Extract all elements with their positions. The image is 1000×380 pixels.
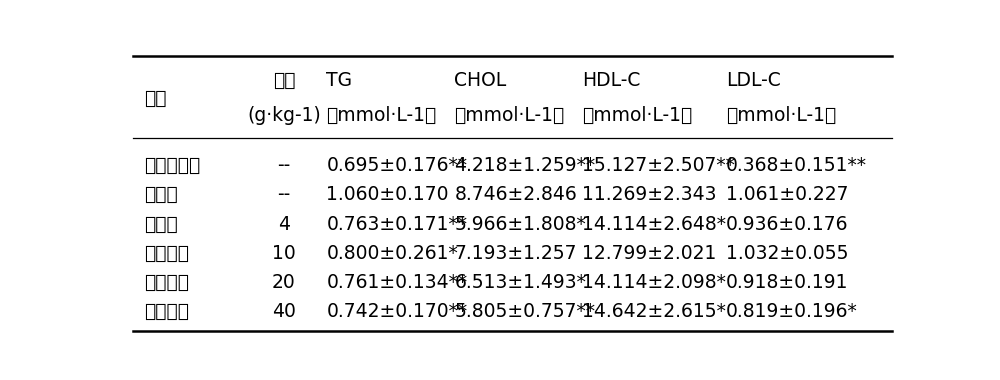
- Text: --: --: [277, 156, 290, 175]
- Text: （mmol·L-1）: （mmol·L-1）: [454, 106, 565, 125]
- Text: 0.695±0.176**: 0.695±0.176**: [326, 156, 468, 175]
- Text: 模型组: 模型组: [144, 185, 178, 204]
- Text: 7.193±1.257: 7.193±1.257: [454, 244, 577, 263]
- Text: 剂量: 剂量: [273, 71, 295, 90]
- Text: CHOL: CHOL: [454, 71, 507, 90]
- Text: 14.114±2.098*: 14.114±2.098*: [582, 273, 726, 292]
- Text: 0.368±0.151**: 0.368±0.151**: [726, 156, 867, 175]
- Text: 0.936±0.176: 0.936±0.176: [726, 215, 848, 234]
- Text: 5.805±0.757**: 5.805±0.757**: [454, 302, 595, 321]
- Text: 0.742±0.170**: 0.742±0.170**: [326, 302, 468, 321]
- Text: (g·kg-1): (g·kg-1): [247, 106, 321, 125]
- Text: HDL-C: HDL-C: [582, 71, 641, 90]
- Text: 4.218±1.259**: 4.218±1.259**: [454, 156, 596, 175]
- Text: 11.269±2.343: 11.269±2.343: [582, 185, 717, 204]
- Text: 阳性组: 阳性组: [144, 215, 178, 234]
- Text: 14.642±2.615*: 14.642±2.615*: [582, 302, 726, 321]
- Text: 15.127±2.507**: 15.127±2.507**: [582, 156, 735, 175]
- Text: LDL-C: LDL-C: [726, 71, 780, 90]
- Text: 0.763±0.171**: 0.763±0.171**: [326, 215, 468, 234]
- Text: 0.918±0.191: 0.918±0.191: [726, 273, 848, 292]
- Text: 0.819±0.196*: 0.819±0.196*: [726, 302, 857, 321]
- Text: TG: TG: [326, 71, 353, 90]
- Text: 0.800±0.261*: 0.800±0.261*: [326, 244, 458, 263]
- Text: 12.799±2.021: 12.799±2.021: [582, 244, 717, 263]
- Text: （mmol·L-1）: （mmol·L-1）: [726, 106, 836, 125]
- Text: 8.746±2.846: 8.746±2.846: [454, 185, 577, 204]
- Text: 5.966±1.808*: 5.966±1.808*: [454, 215, 586, 234]
- Text: 组别: 组别: [144, 89, 167, 108]
- Text: （mmol·L-1）: （mmol·L-1）: [326, 106, 437, 125]
- Text: 1.061±0.227: 1.061±0.227: [726, 185, 848, 204]
- Text: --: --: [277, 185, 290, 204]
- Text: 20: 20: [272, 273, 296, 292]
- Text: 正常对照组: 正常对照组: [144, 156, 201, 175]
- Text: 1.032±0.055: 1.032±0.055: [726, 244, 848, 263]
- Text: 14.114±2.648*: 14.114±2.648*: [582, 215, 726, 234]
- Text: 中剂量组: 中剂量组: [144, 273, 189, 292]
- Text: 1.060±0.170: 1.060±0.170: [326, 185, 449, 204]
- Text: （mmol·L-1）: （mmol·L-1）: [582, 106, 692, 125]
- Text: 10: 10: [272, 244, 296, 263]
- Text: 0.761±0.134**: 0.761±0.134**: [326, 273, 468, 292]
- Text: 40: 40: [272, 302, 296, 321]
- Text: 低剂量组: 低剂量组: [144, 244, 189, 263]
- Text: 高剂量组: 高剂量组: [144, 302, 189, 321]
- Text: 6.513±1.493*: 6.513±1.493*: [454, 273, 586, 292]
- Text: 4: 4: [278, 215, 290, 234]
